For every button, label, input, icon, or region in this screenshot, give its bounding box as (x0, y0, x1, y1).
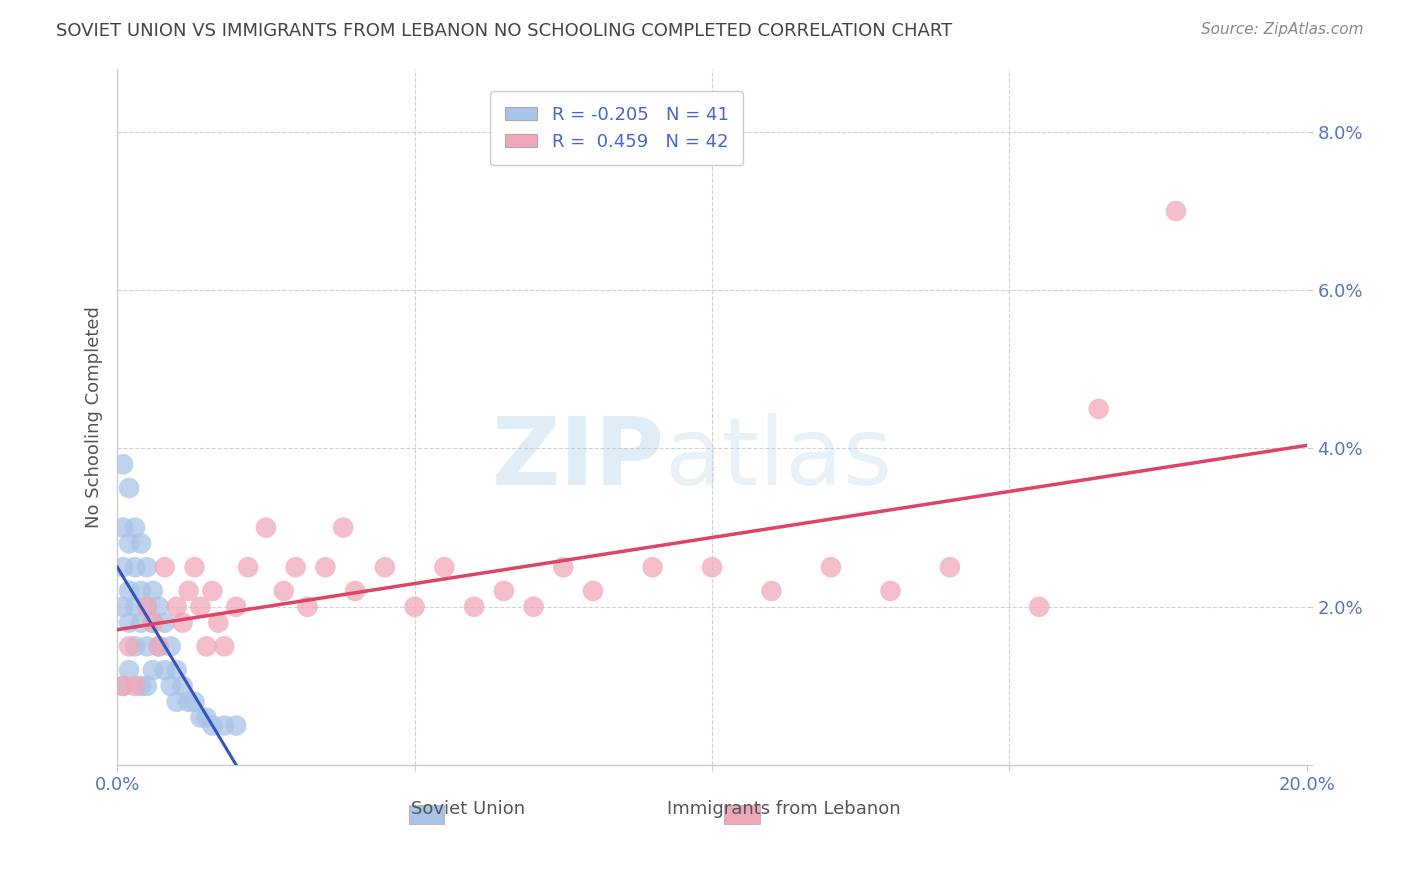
Point (118, 663, 141, 677)
Point (582, 584, 605, 599)
Point (332, 521, 354, 535)
Point (177, 695, 200, 709)
Point (112, 458, 135, 472)
Point (124, 640, 146, 654)
Point (112, 679, 135, 693)
Point (207, 615, 229, 630)
Point (129, 679, 152, 693)
FancyBboxPatch shape (409, 805, 444, 824)
Point (463, 599, 485, 614)
Text: Immigrants from Lebanon: Immigrants from Lebanon (666, 800, 900, 818)
Point (201, 718, 224, 732)
Point (112, 521, 135, 535)
Point (129, 536, 152, 550)
Point (297, 599, 319, 614)
Point (1164, 204, 1187, 219)
Point (118, 640, 141, 654)
Point (159, 679, 181, 693)
Point (314, 560, 336, 574)
Point (190, 599, 212, 614)
Point (166, 599, 188, 614)
Point (183, 560, 205, 574)
Point (225, 599, 247, 614)
Point (129, 615, 152, 630)
Point (124, 521, 146, 535)
Point (1087, 401, 1109, 416)
Point (522, 599, 544, 614)
Point (201, 584, 224, 599)
Point (1028, 599, 1050, 614)
Point (142, 615, 165, 630)
Point (124, 679, 146, 693)
Point (195, 640, 218, 654)
Point (142, 584, 165, 599)
Text: SOVIET UNION VS IMMIGRANTS FROM LEBANON NO SCHOOLING COMPLETED CORRELATION CHART: SOVIET UNION VS IMMIGRANTS FROM LEBANON … (56, 22, 952, 40)
Point (142, 615, 165, 630)
Point (214, 718, 236, 732)
Point (118, 536, 141, 550)
Point (195, 710, 218, 724)
Point (433, 560, 456, 574)
Point (166, 695, 188, 709)
Point (344, 584, 367, 599)
Point (236, 560, 259, 574)
Point (142, 663, 165, 677)
Point (374, 560, 396, 574)
Point (124, 599, 146, 614)
Point (177, 584, 200, 599)
Point (939, 560, 962, 574)
Point (148, 640, 170, 654)
Text: ZIP: ZIP (492, 413, 665, 505)
Point (553, 560, 575, 574)
Point (148, 599, 170, 614)
Legend: R = -0.205   N = 41, R =  0.459   N = 42: R = -0.205 N = 41, R = 0.459 N = 42 (491, 92, 744, 165)
Point (112, 560, 135, 574)
Point (136, 560, 159, 574)
Point (136, 679, 159, 693)
Point (112, 599, 135, 614)
Point (172, 679, 194, 693)
Point (148, 640, 170, 654)
Point (700, 560, 723, 574)
Point (153, 615, 176, 630)
Point (118, 481, 141, 495)
Point (284, 560, 307, 574)
Point (112, 679, 135, 693)
Point (404, 599, 426, 614)
Point (153, 663, 176, 677)
Point (214, 640, 236, 654)
Point (136, 640, 159, 654)
Point (761, 584, 783, 599)
Point (820, 560, 842, 574)
Point (879, 584, 901, 599)
Point (172, 615, 194, 630)
Point (159, 640, 181, 654)
Point (124, 560, 146, 574)
Point (153, 560, 176, 574)
Point (492, 584, 515, 599)
Point (254, 521, 277, 535)
Text: Soviet Union: Soviet Union (411, 800, 526, 818)
Point (129, 584, 152, 599)
Point (118, 615, 141, 630)
Text: atlas: atlas (665, 413, 893, 505)
Text: Source: ZipAtlas.com: Source: ZipAtlas.com (1201, 22, 1364, 37)
Point (225, 718, 247, 732)
Y-axis label: No Schooling Completed: No Schooling Completed (86, 306, 103, 528)
Point (273, 584, 295, 599)
Point (118, 584, 141, 599)
Point (641, 560, 664, 574)
Point (136, 599, 159, 614)
Point (136, 599, 159, 614)
Point (166, 663, 188, 677)
Point (183, 695, 205, 709)
FancyBboxPatch shape (724, 805, 759, 824)
Point (190, 710, 212, 724)
